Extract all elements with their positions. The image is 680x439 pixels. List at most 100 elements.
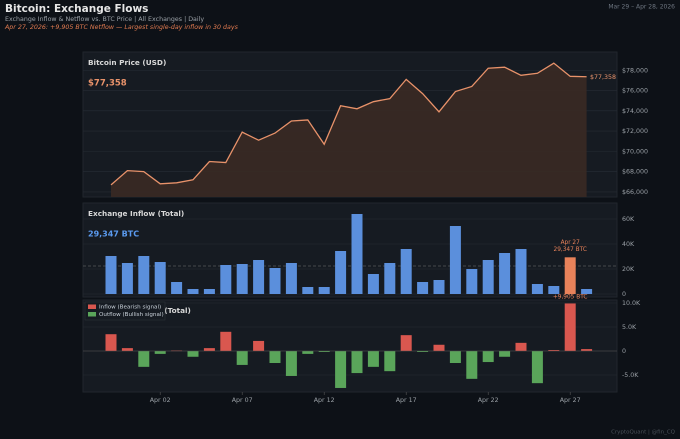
inflow-bar	[564, 257, 576, 294]
y-tick-label: $68,000	[622, 169, 648, 176]
y-tick-label: 40K	[622, 241, 635, 248]
legend-swatch	[88, 312, 96, 317]
inflow-bar	[220, 265, 232, 294]
inflow-bar	[466, 269, 478, 294]
inflow-bar	[449, 226, 461, 294]
y-tick-label: $70,000	[622, 148, 648, 155]
y-tick-label: $66,000	[622, 189, 648, 196]
inflow-bar	[253, 260, 265, 294]
netflow-bar	[253, 340, 265, 352]
netflow-bar	[318, 351, 330, 352]
y-tick-label: $74,000	[622, 108, 648, 115]
netflow-bar	[564, 303, 576, 352]
netflow-bar	[138, 351, 150, 367]
panel-title: Bitcoin Price (USD)	[88, 58, 166, 67]
x-tick-label: Apr 12	[314, 397, 335, 404]
price-area	[111, 63, 587, 198]
highlight-value: 29,347 BTC	[554, 247, 587, 253]
panel-title: Exchange Inflow (Total)	[88, 209, 184, 218]
inflow-bar	[171, 282, 183, 294]
inflow-bar	[400, 249, 412, 294]
netflow-bar	[105, 334, 117, 352]
netflow-bar	[335, 351, 347, 388]
subtitle: Exchange Inflow & Netflow vs. BTC Price …	[5, 16, 204, 23]
inflow-bar	[121, 263, 133, 294]
x-tick-label: Apr 17	[396, 397, 417, 404]
y-tick-label: -5.0K	[622, 372, 639, 379]
highlight-date: Apr 27	[561, 240, 581, 246]
netflow-bar	[449, 351, 461, 364]
inflow-bar	[335, 251, 347, 294]
netflow-bar	[351, 351, 363, 374]
netflow-bar	[466, 351, 478, 379]
y-tick-label: 60K	[622, 216, 635, 223]
inflow-bar	[302, 287, 314, 294]
y-tick-label: 0	[622, 291, 626, 298]
y-tick-label: 20K	[622, 266, 635, 273]
y-tick-label: 10.0K	[622, 300, 641, 307]
x-tick-label: Apr 22	[478, 397, 499, 404]
netflow-bar	[417, 351, 429, 352]
netflow-bar	[433, 344, 445, 352]
legend-label: Inflow (Bearish signal)	[99, 305, 161, 311]
netflow-bar	[285, 351, 297, 376]
netflow-bar	[548, 350, 560, 352]
inflow-bar	[433, 280, 445, 294]
panel	[82, 202, 618, 298]
inflow-bar	[203, 289, 215, 294]
legend-label: Outflow (Bullish signal)	[99, 312, 164, 318]
inflow-bar	[417, 282, 429, 294]
inflow-bar	[499, 253, 511, 294]
netflow-bar	[220, 331, 232, 352]
inflow-bar	[269, 268, 281, 294]
inflow-bar	[581, 289, 593, 294]
panel	[82, 299, 618, 393]
footer: CryptoQuant | @fin_CQ	[611, 430, 676, 436]
inflow-bar	[285, 263, 297, 294]
netflow-bar	[384, 351, 396, 372]
netflow-bar	[121, 348, 133, 352]
netflow-bar	[367, 351, 379, 367]
x-tick-label: Apr 27	[560, 397, 581, 404]
netflow-bar	[499, 351, 511, 357]
netflow-bar	[269, 351, 281, 364]
inflow-bar	[351, 214, 363, 294]
annotation: Apr 27, 2026: +9,905 BTC Netflow — Large…	[4, 23, 239, 31]
netflow-bar	[236, 351, 248, 365]
price-line	[110, 62, 587, 186]
legend-box	[84, 301, 166, 321]
netflow-bar	[581, 349, 593, 352]
inflow-bar	[548, 286, 560, 294]
last-price-label: $77,358	[590, 74, 616, 81]
netflow-value-label: +9,905 BTC	[553, 295, 588, 301]
inflow-bar	[138, 256, 150, 294]
inflow-bar	[187, 289, 199, 294]
inflow-bar	[367, 274, 379, 294]
legend-swatch	[88, 304, 96, 309]
netflow-bar	[515, 342, 527, 352]
y-tick-label: 5.0K	[622, 324, 637, 331]
inflow-bar	[154, 262, 166, 294]
inflow-bar	[384, 263, 396, 294]
y-tick-label: $72,000	[622, 128, 648, 135]
y-tick-label: 0	[622, 348, 626, 355]
current-value: 29,347 BTC	[88, 230, 139, 239]
date-range: Mar 29 – Apr 28, 2026	[608, 4, 675, 11]
netflow-bar	[302, 351, 314, 354]
netflow-bar	[531, 351, 543, 384]
inflow-bar	[482, 260, 494, 294]
inflow-bar	[531, 284, 543, 294]
title: Bitcoin: Exchange Flows	[5, 3, 148, 15]
inflow-bar	[515, 249, 527, 294]
y-tick-label: $76,000	[622, 88, 648, 95]
x-tick-label: Apr 07	[232, 397, 253, 404]
netflow-bar	[187, 351, 199, 357]
inflow-bar	[318, 287, 330, 294]
netflow-bar	[400, 335, 412, 352]
netflow-bar	[482, 351, 494, 363]
y-tick-label: $78,000	[622, 67, 648, 74]
netflow-bar	[203, 348, 215, 352]
x-tick-label: Apr 02	[150, 397, 171, 404]
inflow-bar	[236, 264, 248, 294]
